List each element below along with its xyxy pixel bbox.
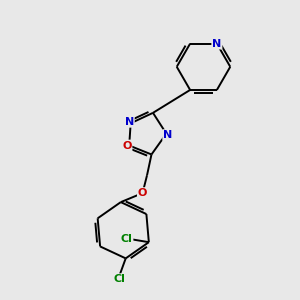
Text: N: N	[124, 117, 134, 127]
Text: O: O	[138, 188, 147, 198]
Text: N: N	[163, 130, 172, 140]
Text: Cl: Cl	[121, 234, 133, 244]
Text: Cl: Cl	[114, 274, 126, 284]
Text: N: N	[212, 39, 221, 49]
Text: O: O	[122, 140, 131, 151]
